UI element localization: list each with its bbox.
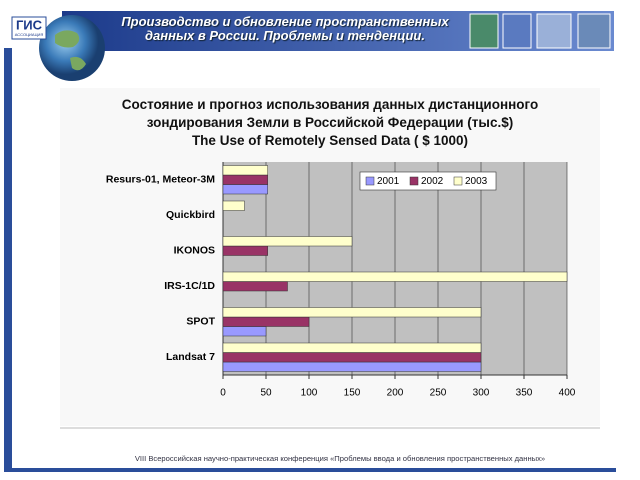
bar xyxy=(222,326,267,337)
header-title: Производство и обновление пространственн… xyxy=(121,14,449,43)
logo-box xyxy=(11,16,47,40)
bar xyxy=(222,271,568,282)
x-tick-label: 100 xyxy=(301,388,318,399)
y-tick-label: Resurs-01, Meteor-3M xyxy=(106,174,215,186)
x-tick-label: 150 xyxy=(344,388,361,399)
globe xyxy=(39,15,105,81)
legend-swatch xyxy=(409,176,419,186)
legend-label: 2003 xyxy=(465,176,488,187)
y-tick-label: IRS-1C/1D xyxy=(164,280,215,292)
x-tick-label: 0 xyxy=(220,388,226,399)
chart-title: Состояние и прогноз использования данных… xyxy=(121,97,539,130)
logo-sub: АССОЦИАЦИЯ xyxy=(15,32,44,37)
icon xyxy=(502,13,532,49)
bar xyxy=(222,245,268,256)
bar xyxy=(222,352,482,363)
bar xyxy=(222,236,353,247)
x-tick-label: 200 xyxy=(387,388,404,399)
icon xyxy=(536,13,572,49)
bar xyxy=(222,200,245,211)
x-tick-label: 250 xyxy=(430,388,447,399)
footer: VIII Всероссийская научно-практическая к… xyxy=(134,454,546,463)
legend-swatch xyxy=(365,176,375,186)
bar xyxy=(222,316,310,327)
bar xyxy=(222,361,482,372)
x-tick-label: 400 xyxy=(559,388,576,399)
x-tick-label: 50 xyxy=(260,388,272,399)
legend-box xyxy=(359,171,497,191)
y-tick-label: Quickbird xyxy=(166,209,215,221)
bar xyxy=(222,307,482,318)
globe-land xyxy=(55,30,86,71)
y-tick-label: Landsat 7 xyxy=(166,351,215,363)
chart-title-block: Состояние и прогноз использования данных… xyxy=(90,96,570,150)
bar xyxy=(222,342,482,353)
x-tick-label: 350 xyxy=(516,388,533,399)
x-tick-label: 300 xyxy=(473,388,490,399)
icon xyxy=(577,13,611,49)
legend-label: 2002 xyxy=(421,176,444,187)
legend-label: 2001 xyxy=(377,176,400,187)
bar xyxy=(222,165,268,176)
bar xyxy=(222,184,268,195)
chart: 0 50 100 150 200 250 300 350 400 Resurs-01, Meteo… xyxy=(106,162,576,399)
bar xyxy=(222,281,288,292)
y-tick-label: IKONOS xyxy=(174,245,215,257)
left-stripe xyxy=(4,48,12,472)
bar xyxy=(222,174,268,185)
icon xyxy=(469,13,499,49)
logo: ГИС xyxy=(16,17,43,32)
bottom-stripe xyxy=(4,468,616,472)
legend-swatch xyxy=(453,176,463,186)
chart-subtitle: The Use of Remotely Sensed Data ( $ 1000… xyxy=(191,133,469,148)
y-tick-label: SPOT xyxy=(186,316,215,328)
